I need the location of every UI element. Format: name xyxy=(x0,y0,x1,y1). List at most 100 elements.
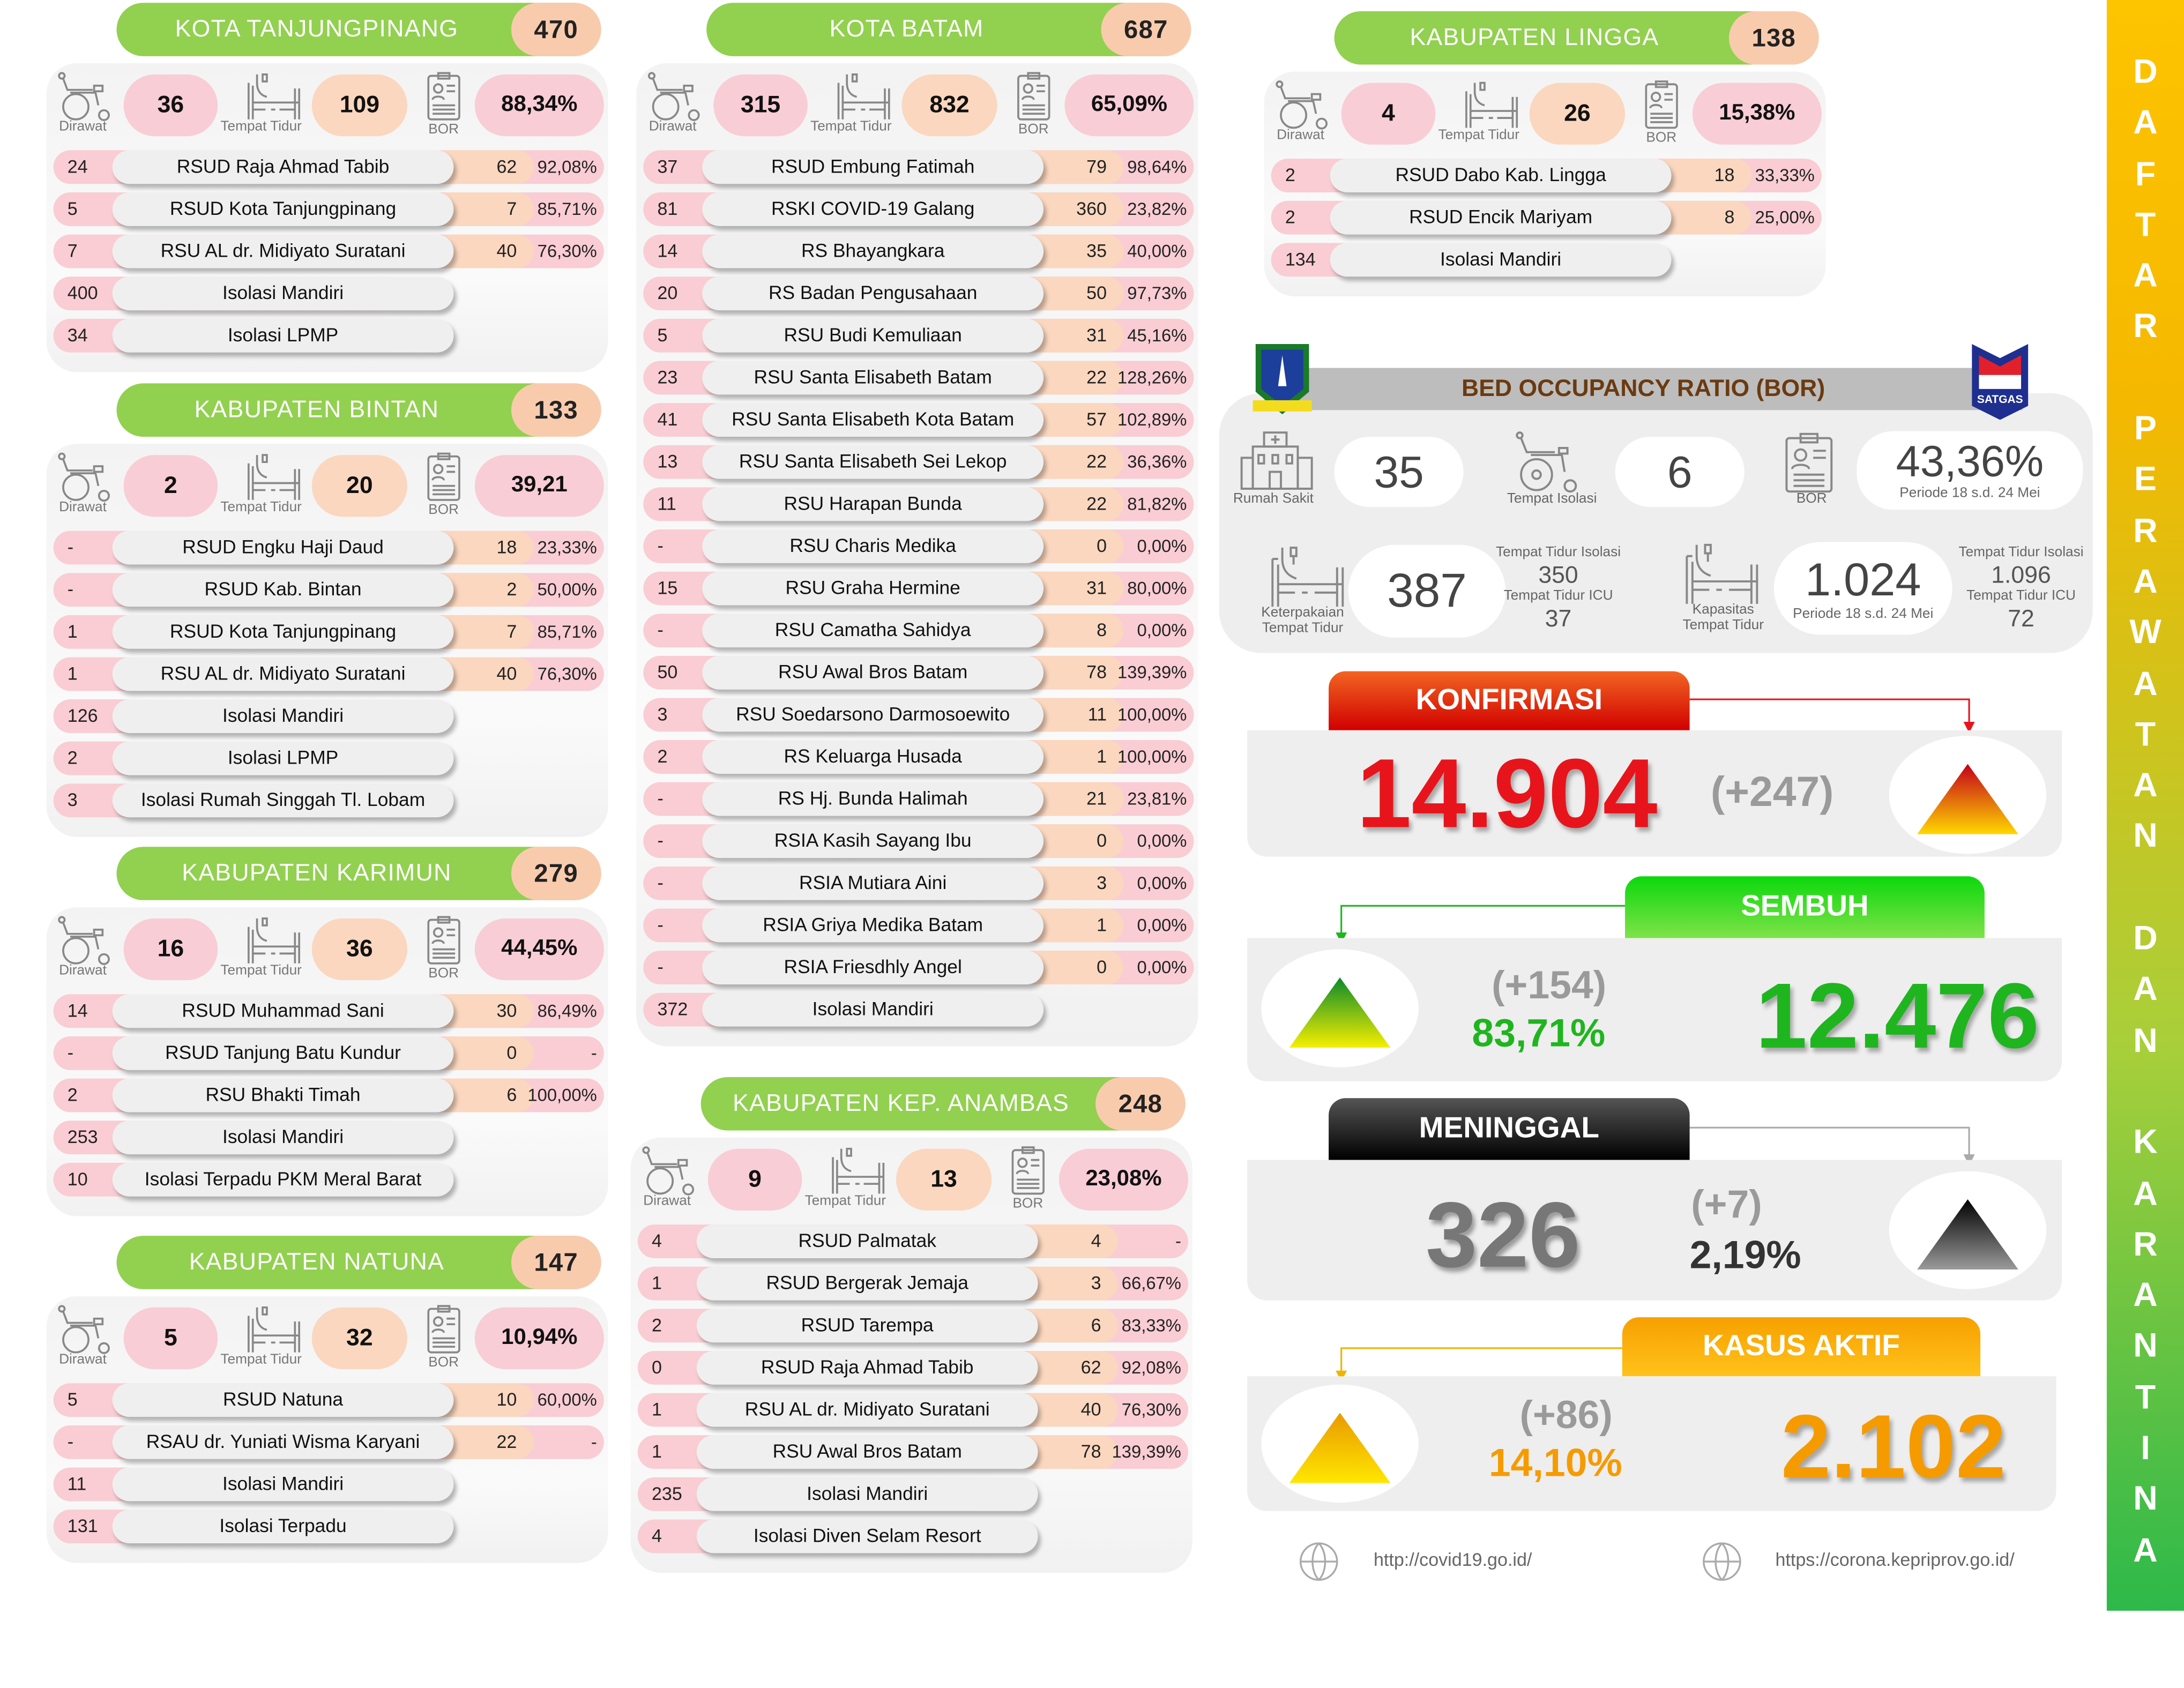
facility-name: RSIA Kasih Sayang Ibu xyxy=(702,824,1044,858)
hospital-bed-icon xyxy=(1686,543,1758,604)
facility-name: RSUD Tanjung Batu Kundur xyxy=(112,1036,454,1070)
kapasitas-pill: 1.024 Periode 18 s.d. 24 Mei xyxy=(1773,542,1952,635)
facility-name: RSUD Kab. Bintan xyxy=(112,573,454,607)
globe-icon xyxy=(1299,1542,1338,1581)
facility-count: 11 xyxy=(657,492,676,514)
kapasitas-value: 1.024 xyxy=(1805,553,1921,606)
facility-bor: - xyxy=(591,1432,597,1452)
dirawat-label: Dirawat xyxy=(1277,128,1324,144)
kasus-aktif-box: (+86) 14,10% 2.102 xyxy=(1247,1376,2056,1511)
region-name: KABUPATEN KARIMUN xyxy=(182,859,452,886)
facility-bor: 23,81% xyxy=(1127,789,1187,809)
side-title-letter: N xyxy=(2133,818,2158,856)
facility-count: - xyxy=(67,536,74,558)
side-title-letter: E xyxy=(2134,461,2157,499)
facility-beds: 10 xyxy=(496,1388,517,1410)
facility-count: 4 xyxy=(651,1230,662,1251)
side-title-letter: A xyxy=(2133,1532,2158,1570)
region-name: KOTA BATAM xyxy=(829,15,984,42)
region-stats: Dirawat 36 Tempat Tidur 109 BOR 88,34% xyxy=(46,63,608,150)
side-title-letter: A xyxy=(2133,257,2158,295)
facility-bor: 85,71% xyxy=(537,622,597,642)
facility-beds: 35 xyxy=(1086,240,1107,262)
tempat-tidur-value: 13 xyxy=(896,1148,992,1211)
bor-value-pill: 43,36% Periode 18 s.d. 24 Mei xyxy=(1857,431,2083,510)
facility-bor: 33,33% xyxy=(1755,166,1815,185)
facility-count: - xyxy=(657,619,664,640)
facility-count: 37 xyxy=(657,155,678,177)
facility-bor: 0,00% xyxy=(1137,621,1187,640)
up-triangle-icon xyxy=(1289,977,1391,1048)
facility-beds: 31 xyxy=(1086,577,1107,599)
facility-row: 235 Isolasi Mandiri xyxy=(637,1477,1192,1511)
region-name: KABUPATEN LINGGA xyxy=(1410,24,1659,51)
facility-row: 7 85,71% 1 RSUD Kota Tanjungpinang xyxy=(53,615,608,649)
side-title-letter: D xyxy=(2133,53,2158,92)
tempat-tidur-value: 20 xyxy=(311,455,407,517)
facility-bor: 83,33% xyxy=(1121,1316,1181,1336)
region-card: Dirawat 16 Tempat Tidur 36 BOR 44,45% 30 86,49%… xyxy=(46,907,608,1216)
facility-name: Isolasi Rumah Singgah Tl. Lobam xyxy=(112,783,454,818)
meninggal-tab: MENINGGAL xyxy=(1329,1098,1690,1160)
wheelchair-icon xyxy=(57,452,114,503)
isolation-wheelchair-icon xyxy=(1516,431,1577,493)
wheelchair-icon xyxy=(57,1305,114,1355)
facility-row: 7 85,71% 5 RSUD Kota Tanjungpinang xyxy=(53,192,608,226)
facility-bor: 100,00% xyxy=(1117,747,1187,767)
facility-beds: 18 xyxy=(496,536,517,558)
facility-name: RSUD Raja Ahmad Tabib xyxy=(696,1351,1038,1385)
link-covid19[interactable]: http://covid19.go.id/ xyxy=(1373,1549,1532,1570)
up-triangle-icon xyxy=(1917,764,2018,834)
facility-row: 11 Isolasi Mandiri xyxy=(53,1467,608,1502)
sembuh-value: 12.476 xyxy=(1755,963,2039,1067)
region-total-badge: 138 xyxy=(1728,11,1819,65)
facility-count: - xyxy=(657,872,664,893)
facility-count: 2 xyxy=(1285,164,1295,185)
bor-value: 23,08% xyxy=(1059,1148,1189,1211)
kasus-aktif-delta: (+86) xyxy=(1519,1393,1613,1437)
facility-name: RSU Santa Elisabeth Sei Lekop xyxy=(702,445,1044,479)
facility-name: RS Bhayangkara xyxy=(702,234,1044,268)
bor-label: BOR xyxy=(428,122,459,138)
facility-row: 3 66,67% 1 RSUD Bergerak Jemaja xyxy=(637,1266,1192,1301)
tt-icu-label: Tempat Tidur ICU xyxy=(1966,588,2076,604)
facility-count: 3 xyxy=(657,703,668,725)
facility-beds: 1 xyxy=(1097,745,1107,767)
meninggal-value: 326 xyxy=(1425,1182,1581,1287)
facility-count: 14 xyxy=(657,240,678,262)
meninggal-box: 326 (+7) 2,19% xyxy=(1247,1160,2062,1301)
facility-beds: 62 xyxy=(1080,1356,1101,1378)
facility-row: 0 - - RSUD Tanjung Batu Kundur xyxy=(53,1036,608,1070)
facility-row: 10 Isolasi Terpadu PKM Meral Barat xyxy=(53,1162,608,1197)
facility-row: 6 83,33% 2 RSUD Tarempa xyxy=(637,1309,1192,1343)
link-corona-kepriprov[interactable]: https://corona.kepriprov.go.id/ xyxy=(1775,1549,2015,1570)
dirawat-value: 315 xyxy=(713,74,808,137)
facility-name: RSUD Palmatak xyxy=(696,1224,1038,1259)
region-total-badge: 687 xyxy=(1101,3,1191,56)
facility-bor: 76,30% xyxy=(537,241,597,262)
facility-beds: 79 xyxy=(1086,155,1107,177)
facility-beds: 8 xyxy=(1097,619,1107,640)
facility-bor: 100,00% xyxy=(1117,705,1187,725)
dirawat-value: 36 xyxy=(123,74,218,137)
facility-row: 30 86,49% 14 RSUD Muhammad Sani xyxy=(53,994,608,1028)
kapasitas-label-1: Kapasitas xyxy=(1692,602,1754,618)
facility-row: 1 100,00% 2 RS Keluarga Husada xyxy=(643,740,1198,774)
facility-bor: 0,00% xyxy=(1137,536,1187,556)
facility-bor: 76,30% xyxy=(537,664,597,684)
facility-name: RSU AL dr. Midiyato Suratani xyxy=(112,657,454,691)
side-title-letter: A xyxy=(2133,970,2158,1009)
region-header: KABUPATEN LINGGA 138 xyxy=(1334,11,1819,65)
facility-count: - xyxy=(657,788,664,809)
facility-name: RSUD Bergerak Jemaja xyxy=(696,1266,1038,1301)
tt-isolasi-label: Tempat Tidur Isolasi xyxy=(1496,544,1621,561)
wheelchair-icon xyxy=(647,72,704,122)
clipboard-icon xyxy=(1016,72,1052,122)
facility-list: 30 86,49% 14 RSUD Muhammad Sani 0 - - RSUD Tanj… xyxy=(46,994,608,1197)
facility-beds: 78 xyxy=(1080,1440,1101,1462)
facility-bor: 0,00% xyxy=(1137,831,1187,852)
facility-bor: 98,64% xyxy=(1127,157,1187,177)
facility-count: 2 xyxy=(657,745,668,767)
facility-row: 2 Isolasi LPMP xyxy=(53,741,608,775)
facility-name: Isolasi Mandiri xyxy=(112,1467,454,1502)
